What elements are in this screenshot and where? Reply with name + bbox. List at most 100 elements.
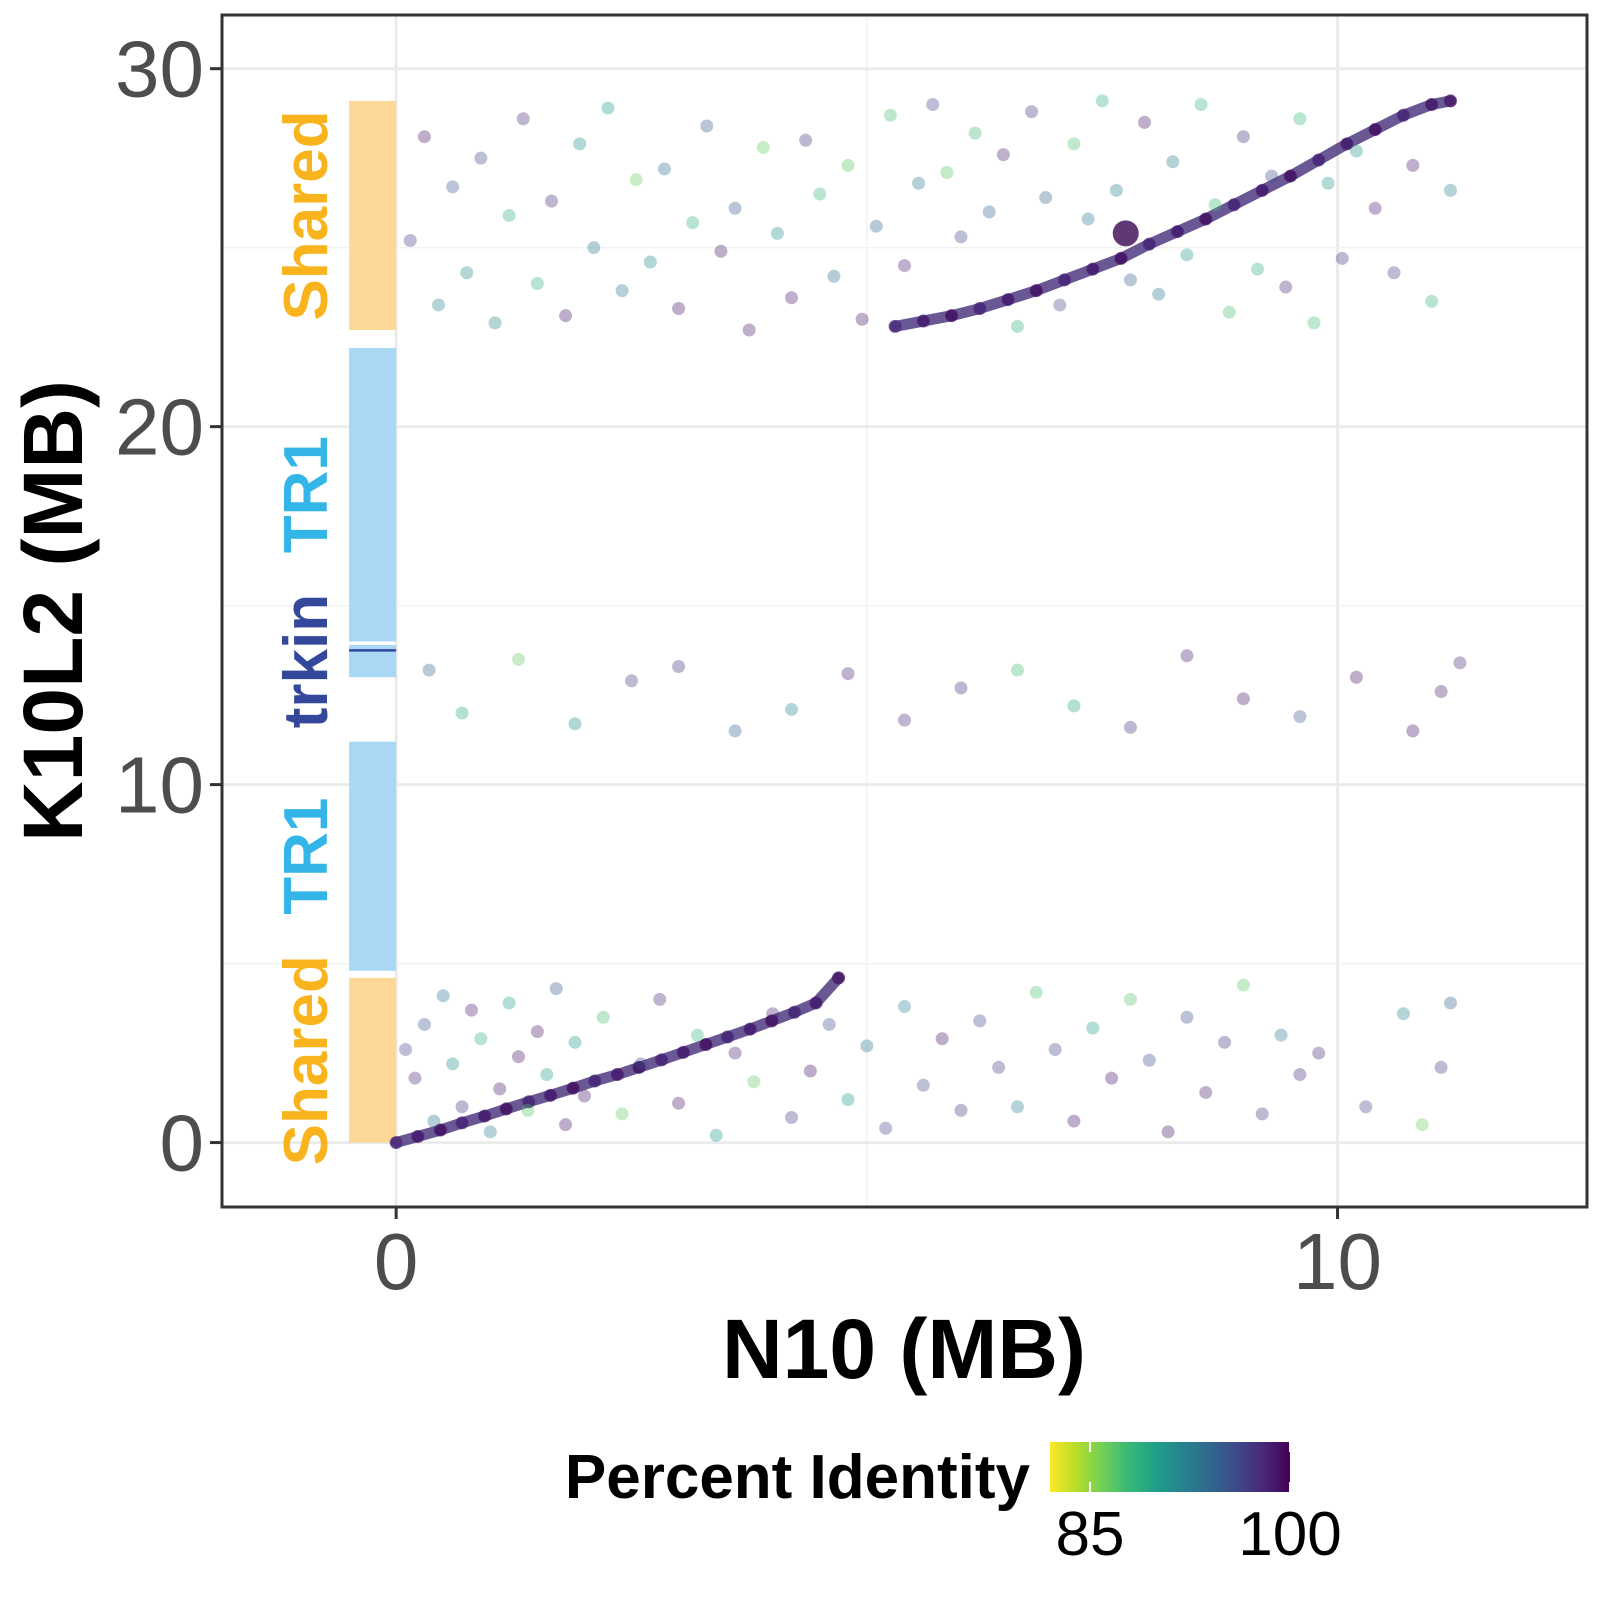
scatter-point: [1236, 130, 1250, 144]
diagonal-point: [1312, 153, 1326, 167]
scatter-point: [1321, 176, 1335, 190]
scatter-point: [1123, 273, 1137, 287]
scatter-point: [926, 97, 940, 111]
scatter-point: [1349, 670, 1363, 684]
scatter-point: [1180, 1010, 1194, 1024]
annotation-band: [349, 977, 397, 1143]
diagonal-point: [809, 996, 823, 1010]
scatter-point: [512, 652, 526, 666]
x-tick-label: 10: [1293, 1217, 1382, 1306]
scatter-point: [1434, 1060, 1448, 1074]
scatter-point: [1274, 1028, 1288, 1042]
scatter-point: [643, 255, 657, 269]
scatter-point: [841, 158, 855, 172]
scatter-point: [1010, 663, 1024, 677]
scatter-point: [700, 119, 714, 133]
scatter-point: [672, 302, 686, 316]
scatter-point: [982, 205, 996, 219]
diagonal-point: [1227, 198, 1241, 212]
scatter-point: [488, 316, 502, 330]
scatter-point: [1053, 298, 1067, 312]
scatter-point: [474, 151, 488, 165]
scatter-point: [1359, 1100, 1373, 1114]
diagonal-point: [699, 1037, 713, 1051]
scatter-point: [686, 216, 700, 230]
scatter-point: [879, 1121, 893, 1135]
gridlines: [222, 15, 1587, 1207]
annotation-band: [349, 347, 397, 642]
scatter-point: [417, 130, 431, 144]
scatter-point: [996, 148, 1010, 162]
scatter-point: [596, 1010, 610, 1024]
scatter-point: [785, 1111, 799, 1125]
scatter-point: [822, 1017, 836, 1031]
annotation-band-label: trkin: [272, 594, 341, 728]
diagonal-point: [522, 1095, 536, 1109]
scatter-point: [502, 208, 516, 222]
diagonal-point: [787, 1005, 801, 1019]
colorbar-tick-label: 100: [1238, 1500, 1341, 1569]
plot-panel: [222, 15, 1587, 1207]
scatter-point: [455, 1100, 469, 1114]
scatter-point: [577, 1089, 591, 1103]
scatter-point: [573, 137, 587, 151]
diagonal-point: [765, 1014, 779, 1028]
scatter-point: [1236, 978, 1250, 992]
scatter-point: [1067, 137, 1081, 151]
scatter-point: [629, 173, 643, 187]
scatter-point: [742, 323, 756, 337]
diagonal-point: [1171, 225, 1184, 239]
scatter-point: [474, 1032, 488, 1046]
scatter-point: [1142, 1053, 1156, 1067]
scatter-point: [1415, 1118, 1429, 1132]
scatter-point: [690, 1028, 704, 1042]
scatter-point: [1312, 1046, 1326, 1060]
scatter-point: [1086, 1021, 1100, 1035]
y-axis-title: K10L2 (MB): [6, 380, 100, 842]
scatter-point: [1218, 1035, 1232, 1049]
diagonal-point: [588, 1074, 602, 1088]
scatter-point: [427, 1114, 441, 1128]
diagonal-point: [1340, 137, 1354, 151]
diagonal-point: [1396, 108, 1410, 122]
diagonal-point: [411, 1129, 425, 1143]
diagonal-point: [1255, 183, 1269, 197]
scatter-point: [898, 259, 911, 273]
scatter-point: [916, 1078, 930, 1092]
diagonal-point: [1114, 251, 1128, 265]
scatter-point: [568, 717, 582, 731]
diagonal-point: [478, 1109, 492, 1123]
diagonal-point: [1058, 273, 1072, 287]
dense-cluster-point: [1112, 220, 1139, 247]
scatter-point: [785, 702, 799, 716]
scatter-point: [417, 1017, 431, 1031]
colorbar-title: Percent Identity: [565, 1443, 1031, 1512]
scatter-point: [1387, 266, 1401, 280]
diagonal-point: [389, 1136, 403, 1150]
scatter-point: [530, 276, 544, 290]
scatter-point: [1265, 169, 1279, 183]
diagonal-point: [544, 1088, 558, 1102]
scatter-point: [1307, 316, 1321, 330]
scatter-point: [756, 140, 770, 154]
diagonal-point: [1001, 293, 1015, 307]
scatter-point: [403, 234, 417, 248]
diagonal-point: [499, 1102, 513, 1116]
scatter-point: [1251, 262, 1265, 276]
scatter-point: [968, 126, 982, 140]
scatter-point: [672, 659, 686, 673]
scatter-point: [464, 1003, 478, 1017]
scatter-point: [940, 166, 954, 180]
x-axis: 0 10: [374, 1207, 1382, 1306]
diagonal-point: [1368, 123, 1382, 137]
scatter-point: [1406, 158, 1420, 172]
scatter-point: [1039, 191, 1053, 205]
colorbar-legend: Percent Identity 85 100: [565, 1442, 1342, 1569]
x-tick-label: 0: [374, 1217, 419, 1306]
scatter-point: [1368, 201, 1382, 215]
scatter-point: [521, 1103, 535, 1117]
scatter-point: [785, 291, 799, 305]
scatter-point: [615, 284, 629, 298]
scatter-point: [709, 1128, 723, 1142]
